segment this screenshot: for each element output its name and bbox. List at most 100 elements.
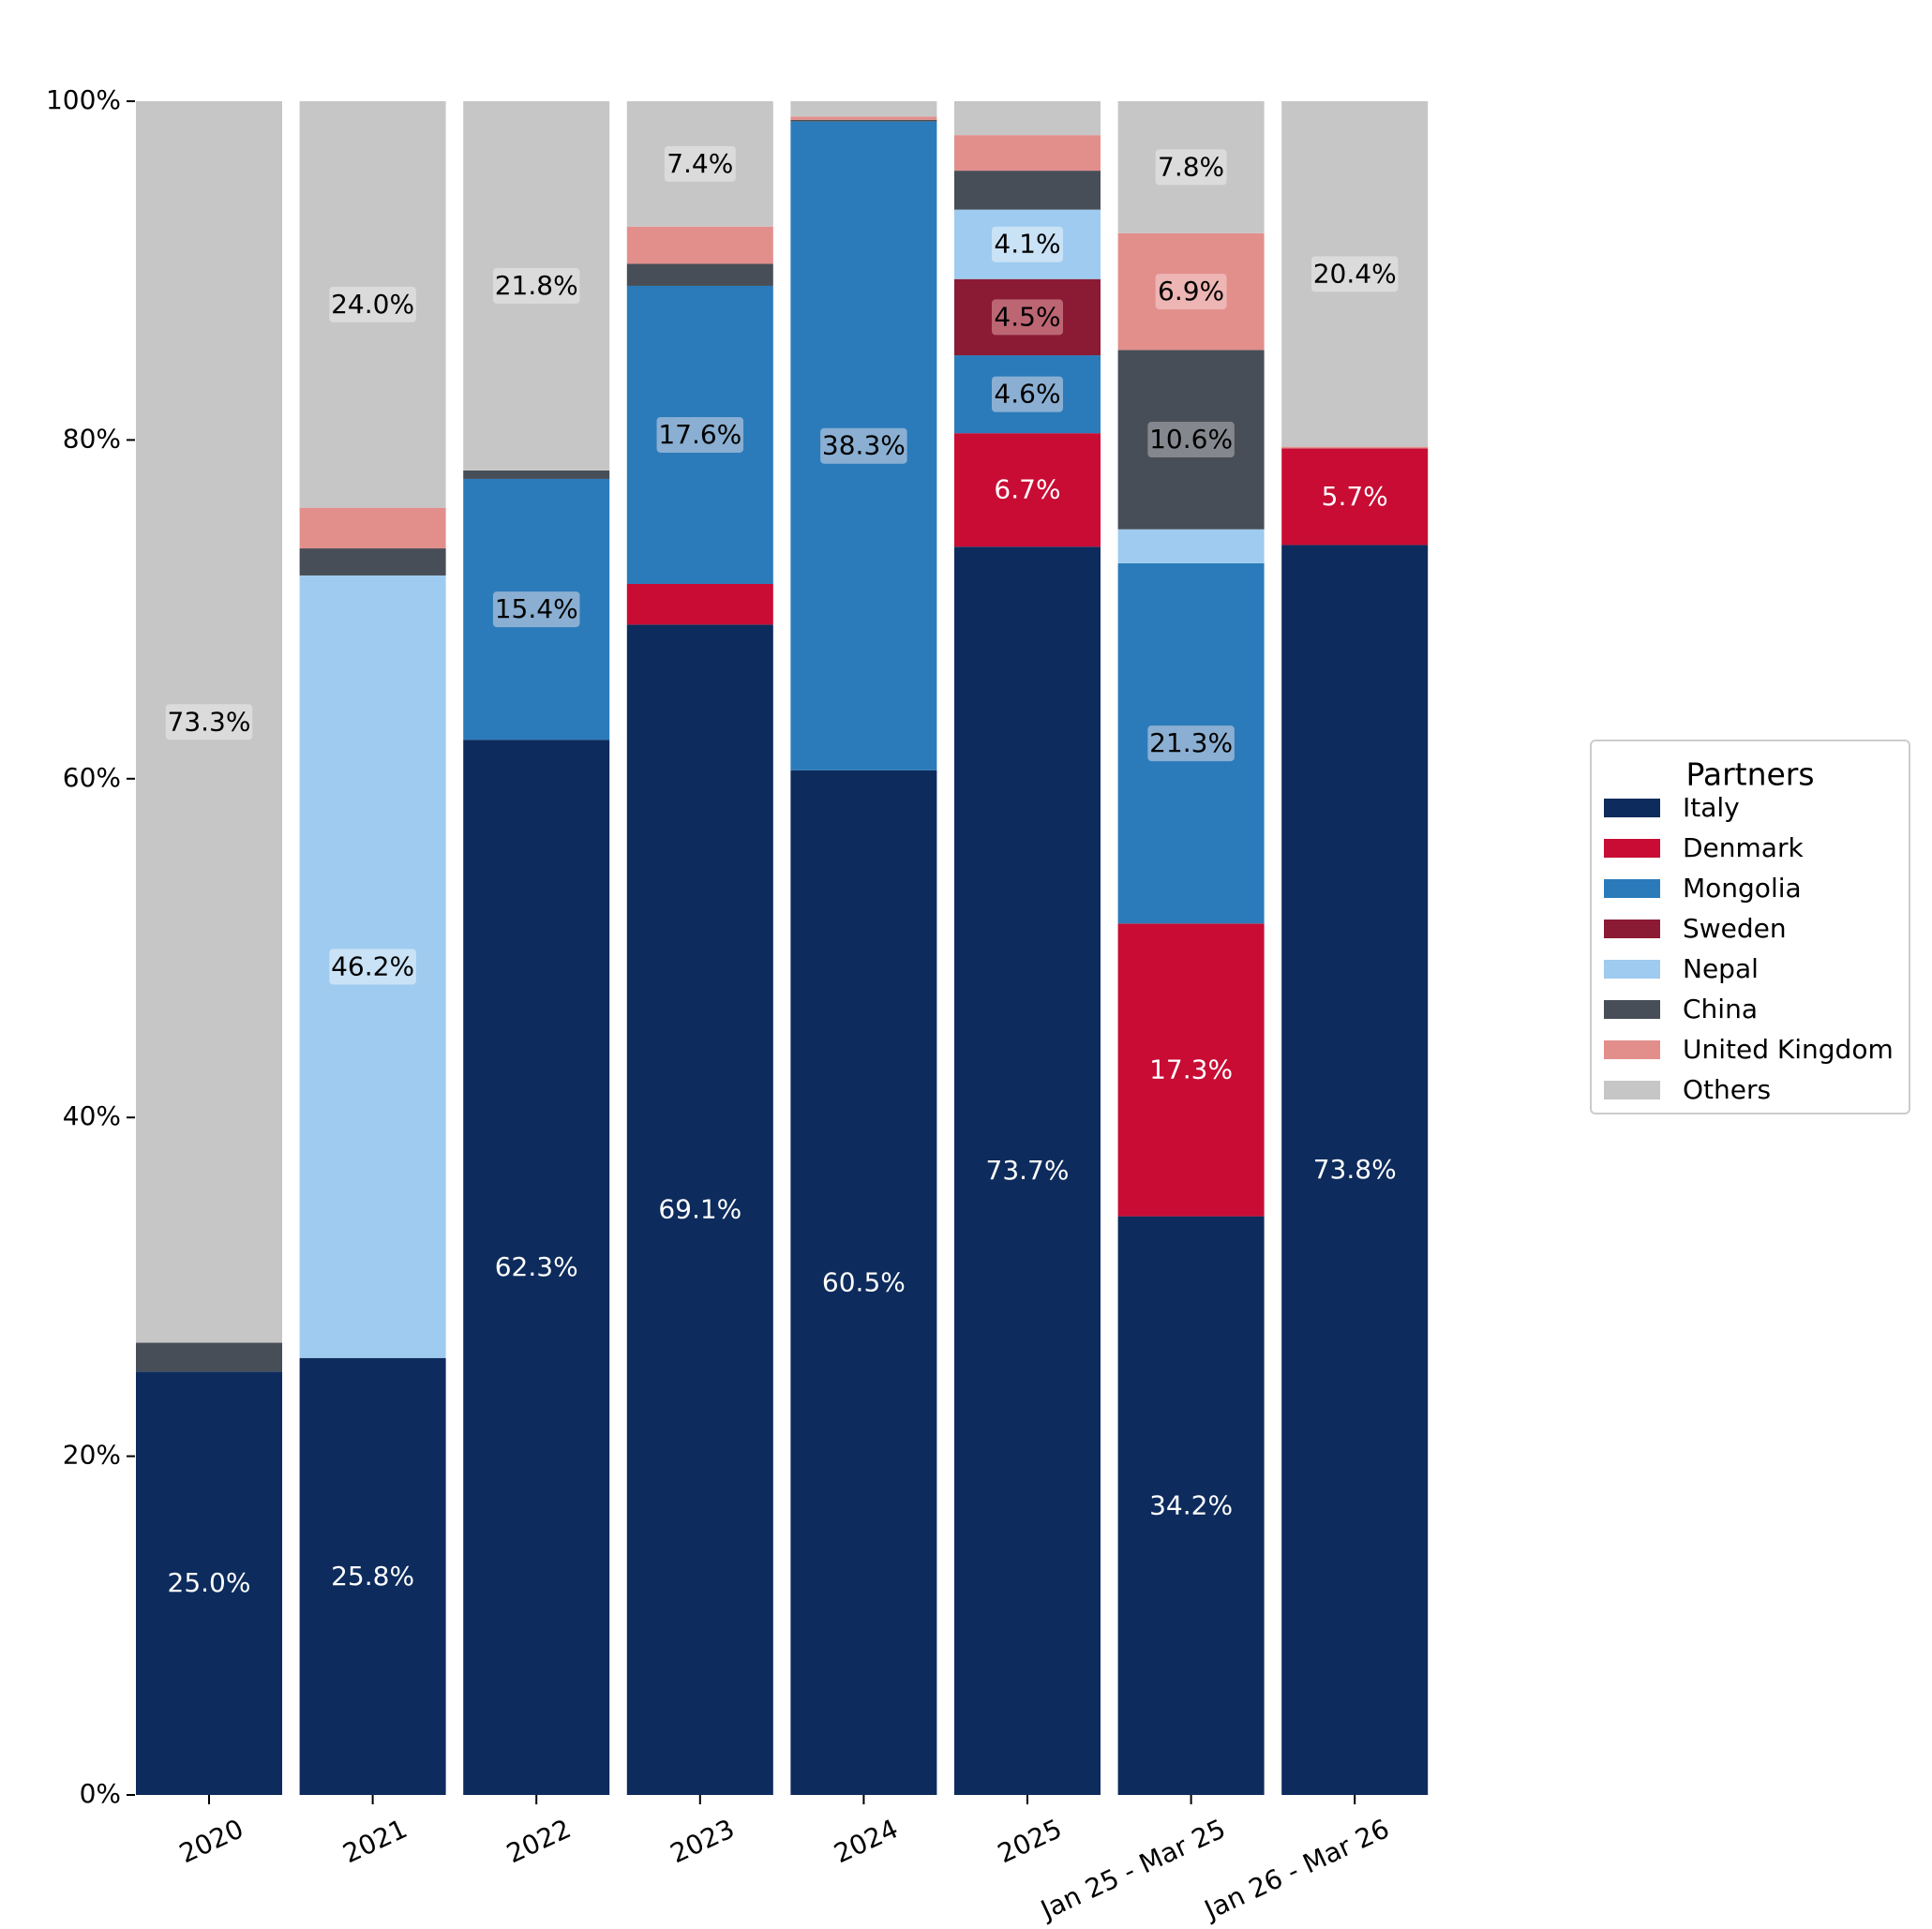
- y-tick-label: 20%: [63, 1440, 121, 1471]
- data-label: 24.0%: [331, 289, 414, 320]
- data-label-bg: [1147, 725, 1235, 762]
- legend-entry: United Kingdom: [1683, 1034, 1894, 1065]
- data-label: 25.0%: [168, 1567, 251, 1598]
- legend-entry: Mongolia: [1683, 873, 1802, 904]
- data-label-bg: [992, 226, 1063, 262]
- y-tick-label: 100%: [46, 84, 121, 115]
- x-tick-label: 2025: [993, 1813, 1067, 1869]
- data-label: 60.5%: [822, 1266, 906, 1297]
- bar-segment: [790, 119, 937, 122]
- segment-labels: 25.0% 73.3% 25.8% 46.2% 24.0% 62.3% 15.4% 21.8%…: [165, 145, 1399, 1598]
- data-label: 7.4%: [666, 148, 733, 179]
- data-label: 6.7%: [994, 474, 1060, 505]
- bar-segment: [1281, 545, 1429, 1795]
- legend-entry: China: [1683, 994, 1758, 1024]
- data-label-bg: [1155, 274, 1227, 310]
- legend-swatch: [1604, 920, 1660, 938]
- bar-segment: [1281, 446, 1429, 449]
- bar-segment: [626, 263, 773, 286]
- legend-swatch: [1604, 1040, 1660, 1059]
- x-tick-label: 2024: [830, 1813, 904, 1869]
- data-label-bg: [656, 416, 744, 453]
- bar-segment: [1281, 448, 1429, 546]
- data-label-bg: [329, 949, 416, 985]
- bar-segment: [299, 1357, 446, 1795]
- data-label-bg: [1155, 149, 1227, 186]
- bar-segment: [1117, 923, 1265, 1217]
- legend-entry: Denmark: [1683, 832, 1804, 863]
- data-label: 6.9%: [1158, 276, 1224, 307]
- bar-segment: [954, 171, 1101, 210]
- bar-segment: [626, 624, 773, 1795]
- data-label: 10.6%: [1149, 424, 1233, 455]
- bar-segment: [299, 548, 446, 576]
- data-label: 4.1%: [994, 229, 1060, 260]
- data-label: 17.3%: [1149, 1054, 1233, 1084]
- y-axis: 0% 20% 40% 60% 80% 100%: [46, 84, 135, 1809]
- legend-swatch: [1604, 839, 1660, 858]
- data-label: 73.8%: [1313, 1154, 1397, 1185]
- bar-segment: [954, 433, 1101, 547]
- data-label-bg: [492, 591, 580, 628]
- data-label: 62.3%: [495, 1251, 578, 1282]
- legend-swatch: [1604, 879, 1660, 898]
- bar-segment: [790, 101, 937, 117]
- bar-segment: [626, 583, 773, 625]
- data-label-bg: [1147, 422, 1235, 458]
- legend: Partners Italy Denmark Mongolia Sweden Nepal…: [1590, 740, 1910, 1114]
- bar-segment: [954, 546, 1101, 1796]
- data-label: 21.8%: [495, 270, 578, 301]
- data-label: 38.3%: [822, 430, 906, 461]
- data-label-bg: [165, 704, 253, 740]
- y-tick-label: 40%: [63, 1100, 121, 1131]
- bar-segment: [463, 470, 610, 479]
- x-tick-label: 2023: [666, 1813, 740, 1869]
- data-label: 17.6%: [658, 419, 741, 450]
- bar-segment: [790, 770, 937, 1795]
- bar-segment: [136, 1342, 282, 1372]
- data-label: 5.7%: [1322, 481, 1388, 512]
- data-label-bg: [992, 376, 1063, 412]
- data-label: 25.8%: [331, 1561, 414, 1592]
- legend-items: Italy Denmark Mongolia Sweden Nepal China Unit…: [1604, 792, 1894, 1105]
- legend-swatch: [1604, 1000, 1660, 1019]
- data-label-bg: [992, 299, 1063, 336]
- data-label: 34.2%: [1149, 1489, 1233, 1520]
- legend-entry: Nepal: [1683, 953, 1759, 984]
- data-label: 21.3%: [1149, 727, 1233, 758]
- y-tick-label: 80%: [63, 423, 121, 454]
- data-label-bg: [664, 145, 736, 182]
- data-label: 4.5%: [994, 301, 1060, 332]
- bar-segment: [463, 740, 610, 1795]
- legend-entry: Italy: [1683, 792, 1740, 823]
- bar-segment: [1117, 1216, 1265, 1795]
- bar-segment: [136, 1371, 282, 1795]
- y-tick-label: 60%: [63, 762, 121, 793]
- bar-segment: [299, 507, 446, 549]
- legend-swatch: [1604, 1081, 1660, 1099]
- bar-segment: [954, 101, 1101, 136]
- data-label: 20.4%: [1313, 258, 1397, 289]
- legend-entry: Sweden: [1683, 913, 1787, 944]
- legend-swatch: [1604, 960, 1660, 979]
- data-label-bg: [820, 427, 907, 464]
- data-label-bg: [492, 267, 580, 304]
- data-label: 46.2%: [331, 950, 414, 981]
- x-tick-label: Jan 26 - Mar 26: [1198, 1813, 1394, 1926]
- data-label: 4.6%: [994, 379, 1060, 410]
- bar-segments: [136, 101, 1429, 1796]
- y-tick-label: 0%: [80, 1778, 121, 1809]
- x-tick-label: 2021: [338, 1813, 412, 1869]
- legend-entry: Others: [1683, 1074, 1771, 1105]
- data-label-bg: [1310, 256, 1399, 292]
- x-tick-label: 2020: [174, 1813, 248, 1869]
- legend-swatch: [1604, 799, 1660, 817]
- data-label: 69.1%: [658, 1194, 741, 1225]
- legend-frame: [1590, 740, 1910, 1114]
- bar-segment: [954, 135, 1101, 172]
- x-tick-label: 2022: [502, 1813, 576, 1869]
- data-label: 73.7%: [986, 1155, 1070, 1186]
- data-label-bg: [329, 286, 416, 322]
